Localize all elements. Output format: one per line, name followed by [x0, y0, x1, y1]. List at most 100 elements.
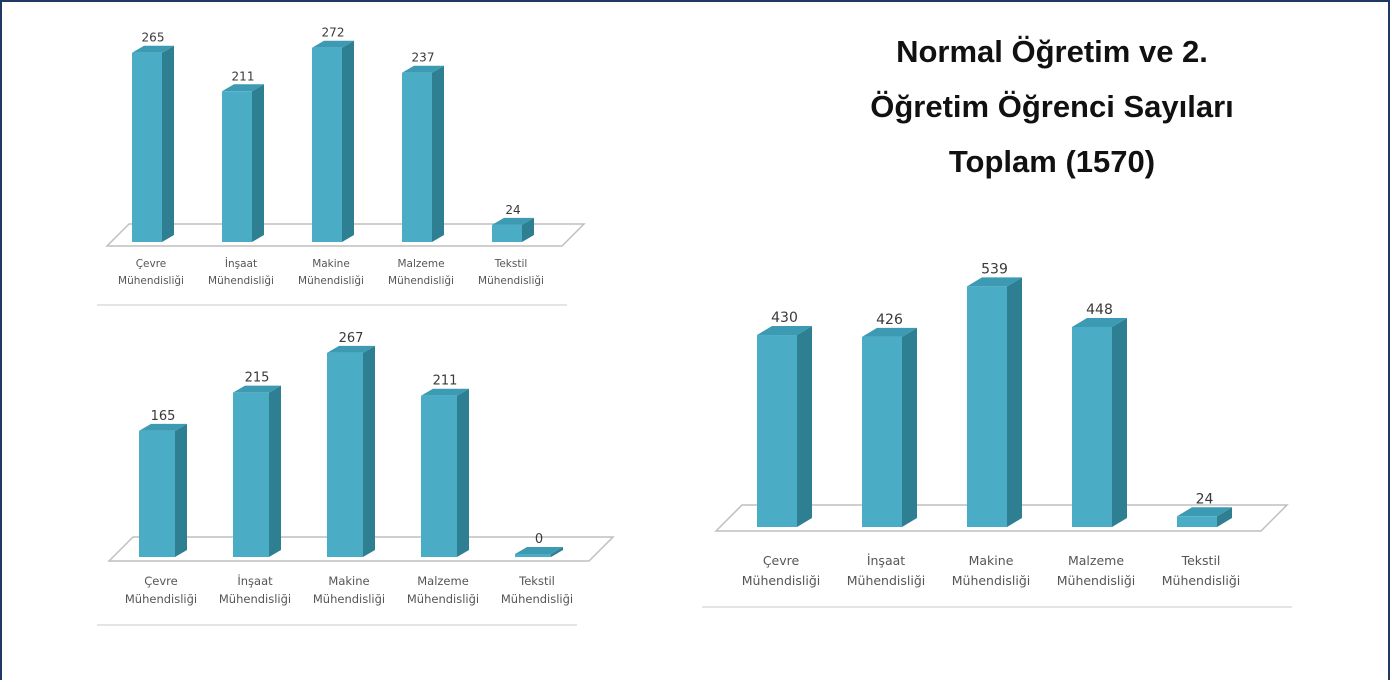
slide-title: Normal Öğretim ve 2. Öğretim Öğrenci Say…: [822, 24, 1282, 189]
toplam-category-label-4-line1: Tekstil: [1181, 553, 1221, 568]
normal-category-label-1-line2: Mühendisliği: [208, 275, 274, 287]
title-line-2: Öğretim Öğrenci Sayıları: [870, 89, 1234, 124]
ikinci-bar-side-3: [457, 388, 469, 557]
ikinci-bar-group-3: [421, 388, 469, 557]
title-line-1: Normal Öğretim ve 2.: [896, 34, 1208, 69]
toplam-category-label-0-line1: Çevre: [763, 553, 800, 568]
ikinci-bar-1: [233, 392, 269, 557]
chart-ikinci-ogretim: 165 Çevre Mühendisliği 215 İnşaat Mühendisliğ…: [97, 317, 617, 627]
ikinci-bar-group-1: [233, 385, 281, 557]
toplam-bar-3: [1072, 327, 1112, 527]
toplam-category-label-3-line2: Mühendisliği: [1057, 573, 1136, 588]
normal-value-label-2: 272: [322, 26, 345, 40]
ikinci-bar-side-1: [269, 385, 281, 557]
normal-bar-3: [402, 72, 432, 242]
toplam-bar-side-4: [1217, 507, 1232, 527]
normal-bar-top-3: [402, 65, 444, 73]
toplam-bar-0: [757, 335, 797, 527]
toplam-bar-top-1: [862, 327, 917, 337]
toplam-value-label-1: 426: [876, 312, 903, 328]
normal-category-label-1-line1: İnşaat: [225, 257, 257, 270]
toplam-bar-group-2: [967, 277, 1022, 527]
toplam-category-label-2-line2: Mühendisliği: [952, 573, 1031, 588]
normal-bar-side-2: [342, 40, 354, 242]
toplam-category-label-1-line1: İnşaat: [867, 553, 905, 568]
toplam-bar-group-4: [1177, 507, 1232, 527]
normal-category-label-0-line2: Mühendisliği: [118, 275, 184, 287]
ikinci-category-label-2-line1: Makine: [328, 574, 369, 588]
normal-bar-side-0: [162, 45, 174, 242]
ikinci-bar-top-0: [139, 423, 187, 431]
ikinci-category-label-2-line2: Mühendisliği: [313, 592, 385, 606]
title-line-3: Toplam (1570): [948, 144, 1156, 179]
normal-bar-2: [312, 47, 342, 242]
ikinci-category-label-4-line1: Tekstil: [518, 574, 555, 588]
normal-category-label-2-line1: Makine: [312, 258, 350, 270]
toplam-category-label-3-line1: Malzeme: [1068, 553, 1124, 568]
ikinci-category-label-3-line1: Malzeme: [417, 574, 469, 588]
normal-value-label-4: 24: [505, 203, 520, 217]
toplam-bar-group-0: [757, 326, 812, 527]
ikinci-category-label-0-line2: Mühendisliği: [125, 592, 197, 606]
ikinci-bar-0: [139, 430, 175, 557]
ikinci-bar-4: [515, 554, 551, 557]
normal-bar-side-1: [252, 84, 264, 243]
chart-toplam-svg: 430 Çevre Mühendisliği 426 İnşaat Mühendisliğ…: [702, 261, 1292, 608]
toplam-bar-top-4: [1177, 507, 1232, 517]
ikinci-value-label-3: 211: [433, 374, 458, 389]
ikinci-category-label-4-line2: Mühendisliği: [501, 592, 573, 606]
normal-bar-top-0: [132, 45, 174, 53]
toplam-bar-group-3: [1072, 318, 1127, 527]
normal-value-label-1: 211: [232, 69, 255, 83]
toplam-bar-1: [862, 336, 902, 527]
normal-category-label-0-line1: Çevre: [136, 258, 167, 270]
toplam-category-label-4-line2: Mühendisliği: [1162, 573, 1241, 588]
ikinci-value-label-4: 0: [535, 532, 543, 547]
toplam-bar-top-3: [1072, 318, 1127, 327]
ikinci-bar-group-2: [327, 345, 375, 557]
normal-bar-top-1: [222, 84, 264, 92]
normal-category-label-4-line2: Mühendisliği: [478, 275, 544, 287]
normal-bar-top-4: [492, 217, 534, 225]
normal-bar-4: [492, 224, 522, 242]
ikinci-bar-group-0: [139, 423, 187, 557]
ikinci-category-label-1-line1: İnşaat: [237, 573, 273, 588]
normal-bar-group-1: [222, 84, 264, 243]
normal-bar-group-3: [402, 65, 444, 242]
chart-toplam: 430 Çevre Mühendisliği 426 İnşaat Mühendisliğ…: [702, 247, 1302, 632]
ikinci-bar-3: [421, 395, 457, 557]
ikinci-bar-group-4: [515, 547, 563, 557]
ikinci-bar-top-4: [515, 547, 563, 554]
normal-value-label-3: 237: [412, 51, 435, 65]
normal-bar-1: [222, 91, 252, 243]
ikinci-bar-top-2: [327, 345, 375, 353]
toplam-category-label-0-line2: Mühendisliği: [742, 573, 821, 588]
toplam-category-label-2-line1: Makine: [969, 553, 1014, 568]
normal-value-label-0: 265: [142, 31, 165, 45]
ikinci-category-label-0-line1: Çevre: [144, 574, 177, 588]
ikinci-bar-2: [327, 352, 363, 557]
ikinci-bar-top-3: [421, 388, 469, 396]
ikinci-bar-side-0: [175, 423, 187, 557]
normal-bar-side-3: [432, 65, 444, 242]
ikinci-value-label-2: 267: [339, 331, 364, 346]
toplam-bar-side-1: [902, 327, 917, 527]
normal-category-label-4-line1: Tekstil: [494, 258, 528, 270]
toplam-bar-side-2: [1007, 277, 1022, 527]
ikinci-value-label-0: 165: [151, 409, 176, 424]
toplam-value-label-3: 448: [1086, 302, 1113, 318]
normal-bar-group-2: [312, 40, 354, 242]
ikinci-value-label-1: 215: [245, 371, 270, 386]
chart-ikinci-ogretim-svg: 165 Çevre Mühendisliği 215 İnşaat Mühendisliğ…: [97, 331, 615, 626]
toplam-bar-top-0: [757, 326, 812, 336]
normal-bar-top-2: [312, 40, 354, 48]
normal-bar-group-4: [492, 217, 534, 242]
toplam-category-label-1-line2: Mühendisliği: [847, 573, 926, 588]
ikinci-bar-side-2: [363, 345, 375, 557]
toplam-value-label-2: 539: [981, 261, 1008, 277]
ikinci-category-label-1-line2: Mühendisliği: [219, 592, 291, 606]
normal-bar-group-0: [132, 45, 174, 242]
normal-bar-0: [132, 52, 162, 242]
chart-normal-ogretim: 265 Çevre Mühendisliği 211 İnşaat Mühendisliğ…: [97, 17, 586, 307]
